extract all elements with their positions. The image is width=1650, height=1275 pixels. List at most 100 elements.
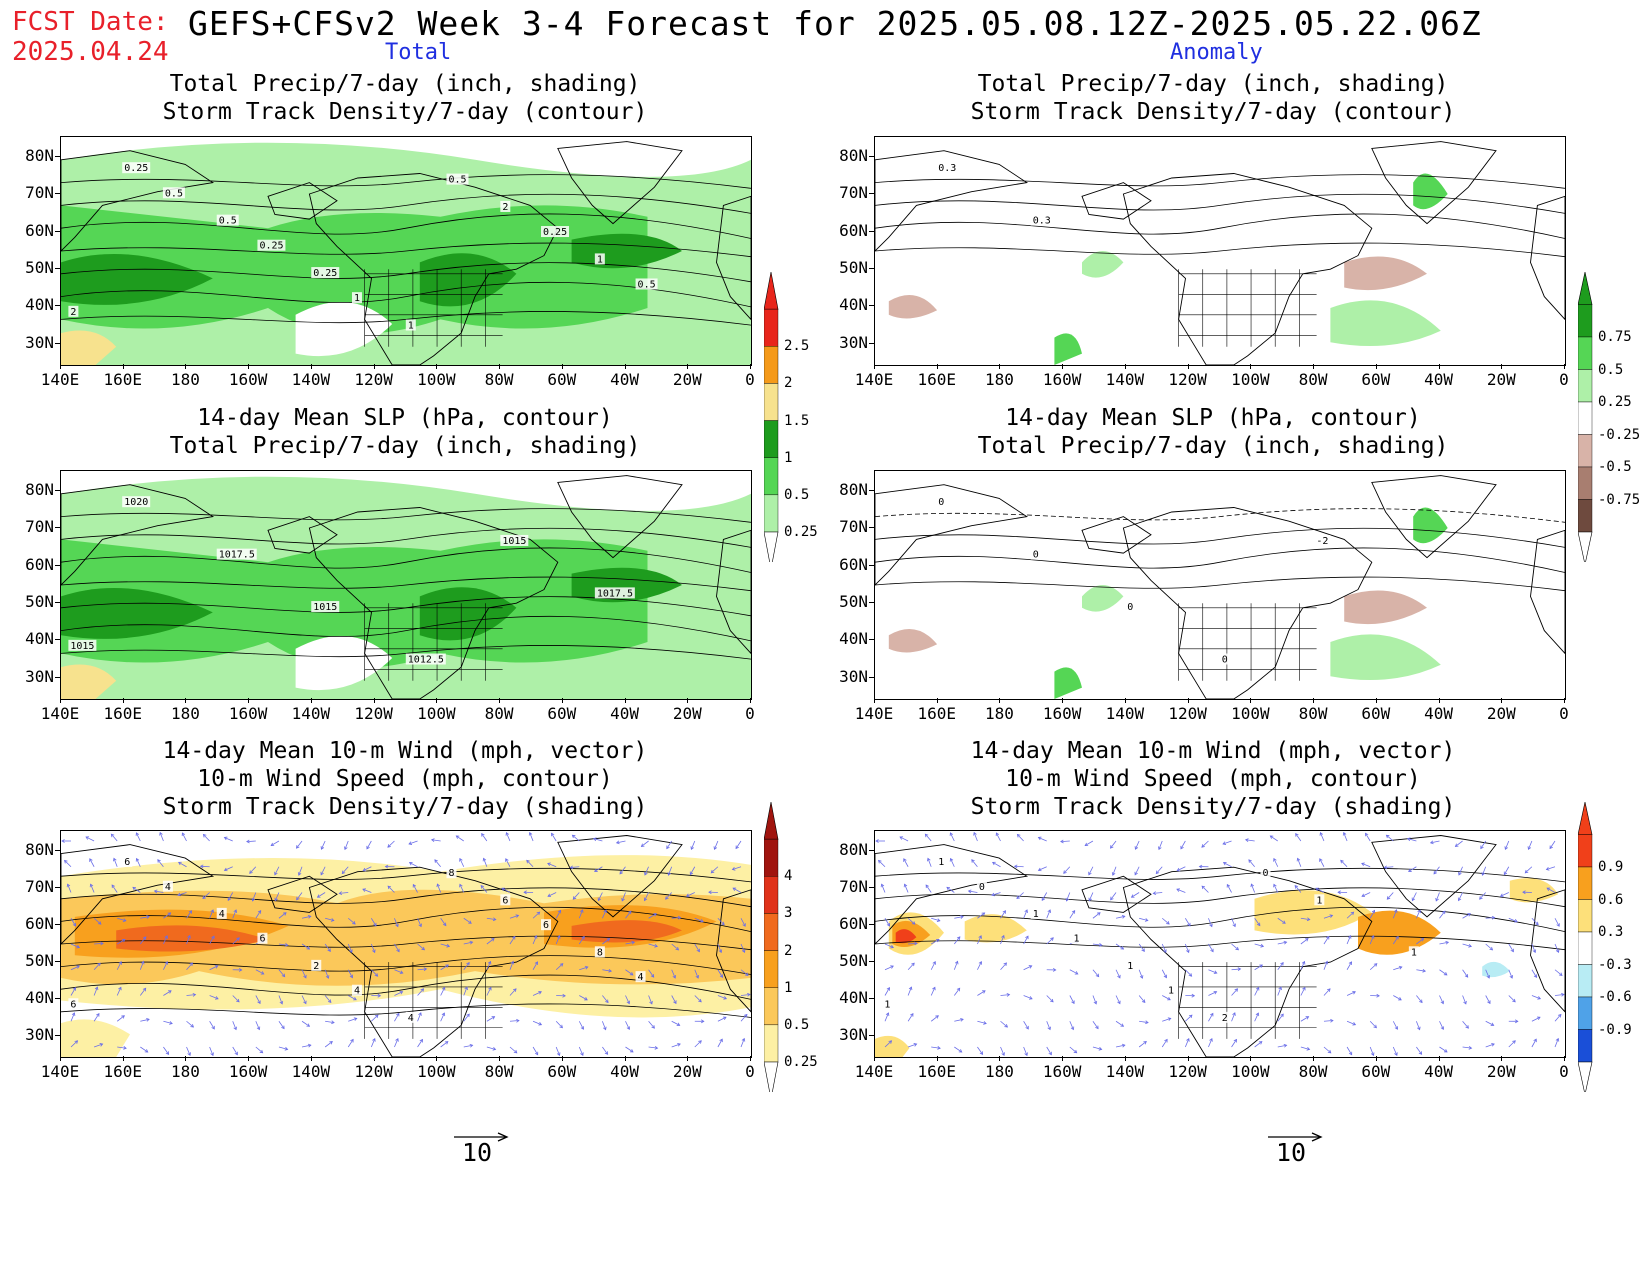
map-anomaly-precip-storm: 0.3 0.3 xyxy=(874,136,1566,366)
longitude-tick-label: 160E xyxy=(917,704,956,723)
colorbar-tick-label: -0.5 xyxy=(1598,459,1632,475)
longitude-tick-label: 180 xyxy=(985,704,1014,723)
longitude-tick xyxy=(561,698,563,703)
longitude-tick xyxy=(936,698,938,703)
latitude-tick xyxy=(55,886,60,888)
latitude-tick-label: 50N xyxy=(839,258,868,278)
longitude-tick xyxy=(1501,1056,1503,1061)
latitude-tick-label: 70N xyxy=(25,876,54,896)
contour-label: 0.5 xyxy=(638,279,656,290)
longitude-tick xyxy=(122,364,124,369)
shading-layer xyxy=(888,173,1448,365)
longitude-tick-label: 160W xyxy=(1042,704,1082,723)
longitude-tick xyxy=(874,364,875,369)
contour-label: 0 xyxy=(979,882,985,893)
longitude-tick xyxy=(185,364,187,369)
colorbar-tick-label: 2 xyxy=(784,942,793,959)
latitude-tick-label: 40N xyxy=(839,629,868,649)
longitude-tick-label: 120W xyxy=(1168,1062,1207,1081)
longitude-tick-label: 140E xyxy=(854,704,894,723)
longitude-tick-label: 0 xyxy=(1559,704,1569,723)
longitude-tick xyxy=(373,364,375,369)
longitude-tick xyxy=(750,364,751,369)
longitude-tick xyxy=(1187,1056,1189,1061)
coastline-layer xyxy=(875,475,1565,699)
contour-label: 6 xyxy=(124,857,130,868)
colorbar-tick-label: 2 xyxy=(784,375,793,392)
colorbar-tick-label: 1.5 xyxy=(784,412,810,429)
latitude-tick xyxy=(55,997,60,999)
longitude-tick-label: 80W xyxy=(484,1062,514,1081)
latitude-tick xyxy=(55,602,60,604)
wind-vector-layer xyxy=(875,831,1565,1057)
contour-layer xyxy=(875,174,1565,258)
longitude-tick-label: 0 xyxy=(745,1062,755,1081)
longitude-tick xyxy=(1187,364,1189,369)
latitude-tick-label: 60N xyxy=(839,220,868,240)
longitude-tick xyxy=(185,1056,187,1061)
contour-label: 1017.5 xyxy=(219,550,255,561)
shading-layer xyxy=(61,476,751,699)
panel-title-total-wind: 14-day Mean 10-m Wind (mph, vector) 10-m… xyxy=(60,737,750,821)
colorbar-tick-label: 0.5 xyxy=(784,1016,810,1033)
reference-vector-label-anomaly: 10 xyxy=(1276,1138,1307,1167)
contour-label-layer: 6 4 2 4 6 8 6 4 6 4 8 6 4 xyxy=(68,855,646,1024)
latitude-tick-label: 70N xyxy=(25,517,54,537)
political-boundaries xyxy=(364,962,503,1039)
longitude-tick xyxy=(1124,698,1126,703)
wind-vector-layer xyxy=(61,831,751,1057)
panel-title-anomaly-precip: Total Precip/7-day (inch, shading) Storm… xyxy=(868,70,1558,126)
panel-title-total-precip: Total Precip/7-day (inch, shading) Storm… xyxy=(60,70,750,126)
longitude-tick-label: 140W xyxy=(1105,704,1145,723)
latitude-tick xyxy=(55,268,60,270)
contour-layer xyxy=(61,174,751,326)
latitude-tick xyxy=(869,960,874,962)
longitude-tick xyxy=(999,1056,1001,1061)
panel-title-line: 10-m Wind Speed (mph, contour) xyxy=(1005,766,1421,792)
latitude-tick-label: 30N xyxy=(25,1024,54,1044)
latitude-tick xyxy=(869,193,874,195)
contour-label: 0.3 xyxy=(1033,216,1051,227)
longitude-tick-label: 60W xyxy=(1361,370,1391,389)
longitude-tick xyxy=(1375,1056,1377,1061)
contour-label: 1 xyxy=(1033,909,1039,920)
contour-label: 1 xyxy=(408,321,414,332)
contour-label: 8 xyxy=(449,868,455,879)
longitude-tick xyxy=(1250,364,1252,369)
contour-label: 1015 xyxy=(70,641,94,652)
longitude-tick-label: 160W xyxy=(228,370,268,389)
contour-layer xyxy=(61,867,751,1018)
longitude-tick xyxy=(122,698,124,703)
longitude-tick-label: 100W xyxy=(1231,370,1270,389)
longitude-tick xyxy=(1564,698,1565,703)
political-boundaries xyxy=(1178,269,1317,347)
longitude-tick xyxy=(499,698,501,703)
longitude-tick xyxy=(436,698,438,703)
longitude-tick-label: 160E xyxy=(103,370,142,389)
longitude-tick xyxy=(1564,364,1565,369)
longitude-tick-label: 160W xyxy=(228,1062,268,1081)
colorbar-tick-label: 0.5 xyxy=(784,486,810,503)
contour-label-layer: 0 0 0 0 -2 xyxy=(936,496,1331,666)
latitude-tick xyxy=(869,305,874,307)
contour-label: 1 xyxy=(354,293,360,304)
longitude-tick-label: 180 xyxy=(171,370,200,389)
longitude-tick xyxy=(310,698,312,703)
longitude-tick xyxy=(1062,698,1064,703)
shading-layer xyxy=(61,142,751,365)
longitude-tick-label: 20W xyxy=(672,370,702,389)
panel-title-line: Storm Track Density/7-day (shading) xyxy=(162,794,648,820)
longitude-tick xyxy=(248,364,250,369)
longitude-tick xyxy=(60,698,61,703)
longitude-tick-label: 160W xyxy=(228,704,268,723)
longitude-tick-label: 160E xyxy=(103,1062,142,1081)
panel-title-anomaly-wind: 14-day Mean 10-m Wind (mph, vector) 10-m… xyxy=(868,737,1558,821)
longitude-tick-label: 140W xyxy=(291,1062,331,1081)
contour-label: 1 xyxy=(1316,895,1322,906)
colorbar-tick-label: 0.3 xyxy=(1598,924,1624,940)
longitude-tick xyxy=(624,698,626,703)
longitude-tick-label: 40W xyxy=(1424,1062,1453,1081)
political-boundaries xyxy=(1178,603,1317,681)
longitude-tick-label: 20W xyxy=(1486,370,1516,389)
longitude-tick-label: 120W xyxy=(354,370,393,389)
